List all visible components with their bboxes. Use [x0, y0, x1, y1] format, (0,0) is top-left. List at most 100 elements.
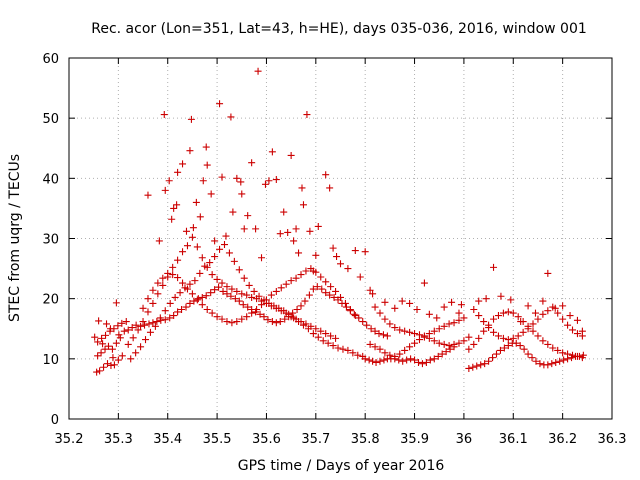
x-tick-label: 35.5	[203, 432, 232, 447]
data-point	[250, 287, 258, 295]
data-point	[509, 309, 517, 317]
data-point	[139, 304, 147, 312]
data-point	[301, 297, 309, 305]
data-point	[564, 321, 572, 329]
data-point	[329, 342, 337, 350]
data-point	[215, 283, 223, 291]
data-point	[262, 299, 270, 307]
data-point	[116, 334, 124, 342]
data-point	[552, 358, 560, 366]
data-point	[281, 315, 289, 323]
data-point	[297, 271, 305, 279]
data-point	[475, 334, 483, 342]
data-point	[298, 184, 306, 192]
data-point	[228, 285, 236, 293]
data-point	[202, 292, 210, 300]
data-point	[94, 338, 102, 346]
data-point	[326, 184, 334, 192]
data-point	[244, 212, 252, 220]
data-point	[418, 360, 426, 368]
data-point	[309, 330, 317, 338]
data-point	[425, 310, 433, 318]
data-point	[349, 349, 357, 357]
data-point	[425, 334, 433, 342]
data-point	[222, 232, 230, 240]
y-tick-label: 40	[42, 172, 59, 187]
data-point	[199, 177, 207, 185]
data-point	[179, 279, 187, 287]
data-point	[383, 332, 391, 340]
data-point	[280, 208, 288, 216]
data-point	[309, 267, 317, 275]
data-point	[290, 237, 298, 245]
data-point	[313, 283, 321, 291]
data-point	[318, 285, 326, 293]
data-point	[465, 333, 473, 341]
data-point	[93, 368, 101, 376]
data-point	[203, 305, 211, 313]
data-point	[231, 295, 239, 303]
data-point	[179, 160, 187, 168]
data-point	[128, 324, 136, 332]
data-point	[376, 345, 384, 353]
data-point	[350, 310, 358, 318]
data-point	[455, 316, 463, 324]
y-axis-label: STEC from uqrg / TECUs	[7, 154, 23, 322]
data-point	[151, 322, 159, 330]
data-point	[174, 256, 182, 264]
data-point	[539, 310, 547, 318]
data-point	[485, 324, 493, 332]
data-point	[267, 291, 275, 299]
data-point	[398, 297, 406, 305]
data-point	[371, 327, 379, 335]
data-point	[188, 233, 196, 241]
data-point	[144, 295, 152, 303]
data-point	[322, 289, 330, 297]
data-point	[490, 315, 498, 323]
data-point	[536, 360, 544, 368]
data-point	[277, 307, 285, 315]
data-point	[499, 309, 507, 317]
x-tick-label: 35.6	[252, 432, 281, 447]
data-point	[161, 186, 169, 194]
data-point	[192, 198, 200, 206]
data-point	[166, 314, 174, 322]
data-point	[211, 237, 219, 245]
data-point	[208, 309, 216, 317]
data-point	[391, 304, 399, 312]
data-point	[129, 334, 137, 342]
data-point	[235, 297, 243, 305]
data-point	[156, 314, 164, 322]
data-point	[202, 143, 210, 151]
data-point	[554, 309, 562, 317]
data-point	[145, 320, 153, 328]
data-point	[324, 339, 332, 347]
data-point	[139, 318, 147, 326]
data-point	[268, 148, 276, 156]
data-point	[174, 308, 182, 316]
data-point	[554, 346, 562, 354]
data-point	[118, 319, 126, 327]
data-point	[153, 318, 161, 326]
data-point	[430, 355, 438, 363]
data-point	[544, 340, 552, 348]
data-point	[490, 328, 498, 336]
data-point	[96, 367, 104, 375]
data-point	[227, 292, 235, 300]
data-point	[168, 215, 176, 223]
data-point	[399, 357, 407, 365]
data-point	[248, 309, 256, 317]
x-tick-label: 36.1	[499, 432, 528, 447]
data-point	[186, 280, 194, 288]
data-point	[473, 362, 481, 370]
data-point	[287, 277, 295, 285]
data-point	[499, 334, 507, 342]
data-point	[186, 147, 194, 155]
data-point	[233, 318, 241, 326]
data-point	[496, 346, 504, 354]
data-point	[225, 249, 233, 257]
data-points	[91, 67, 587, 376]
data-point	[213, 275, 221, 283]
data-point	[534, 332, 542, 340]
data-point	[134, 326, 142, 334]
